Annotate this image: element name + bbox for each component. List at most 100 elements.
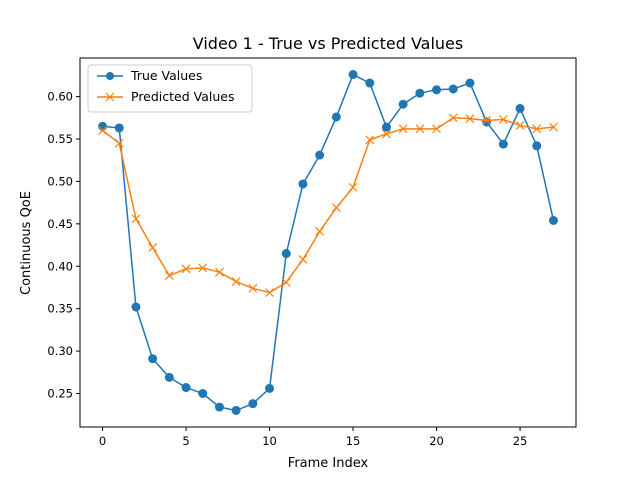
series-2-point: [465, 114, 475, 124]
point-stroke: [498, 115, 508, 124]
series-1-point: [148, 354, 158, 364]
series-1-point: [164, 372, 174, 382]
series-1-point: [398, 99, 408, 109]
series-1-point: [482, 117, 492, 127]
series-1-point: [515, 103, 525, 113]
series-2-point: [549, 122, 558, 132]
series-1-point: [231, 405, 241, 415]
series-1-point: [265, 383, 275, 393]
series-1-point: [315, 150, 325, 160]
point-stroke: [365, 135, 375, 145]
point-stroke: [415, 124, 425, 134]
series-line-1: [101, 73, 555, 412]
chart-title: Video 1 - True vs Predicted Values: [193, 34, 463, 53]
series-2-point: [532, 124, 542, 134]
series-2-point: [281, 277, 291, 287]
x-tick-label: 10: [262, 434, 277, 448]
point-stroke: [164, 271, 174, 281]
legend-entry-1: True Values: [97, 68, 202, 83]
series-2-point: [298, 255, 308, 264]
point-stroke: [465, 114, 475, 124]
series-1-point: [532, 141, 542, 151]
point-stroke: [248, 283, 258, 293]
series-1-point: [448, 84, 458, 94]
y-tick-label: 0.50: [47, 174, 73, 188]
series-2-point: [365, 135, 375, 145]
series-1-point: [281, 249, 291, 259]
point-stroke: [348, 182, 358, 192]
y-axis-label: Continuous QoE: [19, 191, 34, 295]
x-tick-label: 5: [182, 434, 189, 448]
point-stroke: [198, 263, 208, 273]
series-1-point: [348, 70, 358, 80]
series-1-point: [331, 112, 341, 122]
series-2-point: [482, 115, 492, 125]
series-2-point: [448, 113, 458, 123]
legend-entry-2: Predicted Values: [97, 89, 235, 104]
y-tick-label: 0.40: [47, 259, 73, 273]
point-stroke: [432, 124, 441, 134]
series-1-point: [498, 139, 508, 149]
legend-label: Predicted Values: [131, 89, 235, 104]
point-stroke: [181, 264, 191, 274]
point-stroke: [532, 124, 542, 134]
x-tick-label: 25: [513, 434, 528, 448]
legend-marker: [105, 92, 115, 102]
series-2-point: [331, 203, 341, 213]
y-tick-label: 0.25: [47, 386, 73, 400]
y-tick-label: 0.60: [47, 90, 73, 104]
series-1-point: [365, 78, 375, 88]
point-stroke: [482, 115, 492, 125]
point-stroke: [231, 277, 241, 286]
series-2-point: [515, 121, 525, 130]
series-2-point: [215, 267, 224, 277]
series-1-point: [432, 85, 442, 95]
series-2-point: [114, 138, 124, 148]
point-stroke: [315, 227, 325, 236]
series-2-point: [198, 263, 208, 273]
legend: True Values Predicted Values: [87, 64, 253, 113]
point-stroke: [148, 243, 158, 253]
y-tick-label: 0.45: [47, 217, 73, 231]
series-1-point: [114, 123, 124, 133]
point-stroke: [265, 288, 274, 297]
series-1-point: [298, 179, 308, 189]
point-stroke: [131, 214, 141, 224]
series-1-point: [98, 121, 108, 131]
point-stroke: [515, 121, 525, 130]
series-2-point: [398, 124, 408, 134]
series-2-point: [98, 126, 107, 135]
series-2-point: [265, 288, 274, 297]
series-1-point: [181, 383, 191, 393]
point-stroke: [298, 255, 308, 264]
series-1-point: [465, 78, 475, 88]
series-line-2: [101, 117, 555, 294]
point-stroke: [215, 267, 224, 277]
point-stroke: [114, 138, 124, 148]
legend-marker: [106, 72, 114, 80]
series-2-point: [231, 277, 241, 286]
series-2-point: [148, 243, 158, 253]
series-2-point: [498, 115, 508, 124]
point-stroke: [281, 277, 291, 287]
point-stroke: [549, 122, 558, 132]
series-2-point: [432, 124, 441, 134]
y-tick-label: 0.30: [47, 344, 73, 358]
series-1-point: [415, 88, 425, 98]
series-2-point: [382, 129, 391, 139]
series-1-point: [248, 399, 258, 409]
series-2-point: [131, 214, 141, 224]
legend-label: True Values: [130, 68, 202, 83]
point-stroke: [331, 203, 341, 213]
series-2-point: [164, 271, 174, 281]
y-tick-label: 0.55: [47, 132, 73, 146]
point-stroke: [98, 126, 107, 135]
point-stroke: [448, 113, 458, 123]
x-tick-label: 0: [99, 434, 106, 448]
series-1-point: [198, 388, 208, 398]
axes-frame: [79, 57, 577, 428]
x-tick-label: 20: [429, 434, 444, 448]
x-tick-label: 15: [346, 434, 361, 448]
plot-area: [98, 70, 558, 415]
